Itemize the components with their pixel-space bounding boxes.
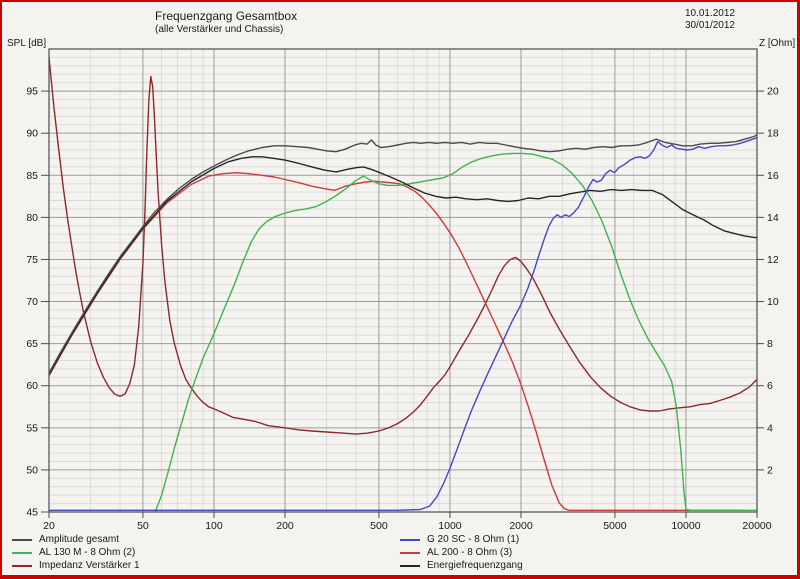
legend-item-al130: AL 130 M - 8 Ohm (2): [12, 546, 140, 559]
curve-3: [49, 136, 757, 511]
legend-label: G 20 SC - 8 Ohm (1): [427, 534, 520, 545]
date-line-2: 30/01/2012: [684, 20, 735, 31]
left-tick-label: 95: [26, 86, 38, 98]
left-tick-label: 55: [26, 422, 38, 434]
left-tick-label: 80: [26, 212, 38, 224]
legend-item-impedanz: Impedanz Verstärker 1: [12, 559, 140, 572]
legend-item-amplitude-gesamt: Amplitude gesamt: [12, 533, 140, 546]
plot-frame: [48, 48, 758, 513]
left-tick-label: 85: [26, 170, 38, 182]
right-tick-label: 12: [767, 254, 779, 266]
legend-label: AL 200 - 8 Ohm (3): [427, 547, 513, 558]
x-tick-label: 2000: [509, 520, 533, 532]
x-tick-label: 20: [43, 520, 55, 532]
right-tick-label: 8: [767, 338, 773, 350]
legend-label: Impedanz Verstärker 1: [39, 560, 140, 571]
x-tick-label: 1000: [438, 520, 462, 532]
legend-left-column: Amplitude gesamt AL 130 M - 8 Ohm (2) Im…: [12, 533, 140, 572]
left-tick-label: 60: [26, 380, 38, 392]
legend-swatch-g20sc: [400, 538, 420, 541]
right-tick-label: 4: [767, 422, 773, 434]
x-tick-label: 100: [205, 520, 223, 532]
right-tick-label: 16: [767, 170, 779, 182]
x-tick-label: 20000: [742, 520, 771, 532]
left-tick-label: 70: [26, 296, 38, 308]
left-tick-label: 50: [26, 464, 38, 476]
right-tick-label: 2: [767, 464, 773, 476]
legend-item-energiefrequenzgang: Energiefrequenzgang: [400, 559, 523, 572]
right-tick-label: 20: [767, 86, 779, 98]
curve-1: [154, 152, 757, 512]
left-tick-label: 65: [26, 338, 38, 350]
curve-4: [49, 171, 741, 511]
page-subtitle: (alle Verstärker und Chassis): [155, 24, 284, 35]
legend-label: AL 130 M - 8 Ohm (2): [39, 547, 136, 558]
legend-right-column: G 20 SC - 8 Ohm (1) AL 200 - 8 Ohm (3) E…: [400, 533, 523, 572]
legend-item-al200: AL 200 - 8 Ohm (3): [400, 546, 523, 559]
legend-swatch-al130: [12, 551, 32, 554]
right-axis-title: Z [Ohm]: [759, 38, 796, 49]
legend-label: Energiefrequenzgang: [427, 560, 523, 571]
left-tick-label: 90: [26, 128, 38, 140]
right-tick-label: 18: [767, 128, 779, 140]
legend-swatch-al200: [400, 551, 420, 554]
legend-item-g20sc: G 20 SC - 8 Ohm (1): [400, 533, 523, 546]
curve-2: [49, 57, 757, 435]
page-title: Frequenzgang Gesamtbox: [155, 9, 298, 23]
date-block: 10.01.2012 30/01/2012: [685, 8, 735, 32]
legend-swatch-impedanz: [12, 564, 32, 567]
x-tick-label: 5000: [603, 520, 627, 532]
left-tick-label: 45: [26, 507, 38, 519]
left-axis-title: SPL [dB]: [7, 38, 47, 49]
right-tick-label: 10: [767, 296, 779, 308]
legend-swatch-amplitude-gesamt: [12, 538, 32, 541]
x-tick-label: 200: [276, 520, 294, 532]
legend-swatch-energiefrequenzgang: [400, 564, 420, 567]
curve-0: [49, 134, 757, 374]
right-tick-label: 6: [767, 380, 773, 392]
right-tick-label: 14: [767, 212, 779, 224]
left-tick-label: 75: [26, 254, 38, 266]
x-tick-label: 50: [137, 520, 149, 532]
date-line-1: 10.01.2012: [684, 8, 735, 19]
curve-5: [49, 156, 757, 376]
legend-label: Amplitude gesamt: [39, 534, 120, 545]
x-tick-label: 10000: [671, 520, 700, 532]
x-tick-label: 500: [370, 520, 388, 532]
